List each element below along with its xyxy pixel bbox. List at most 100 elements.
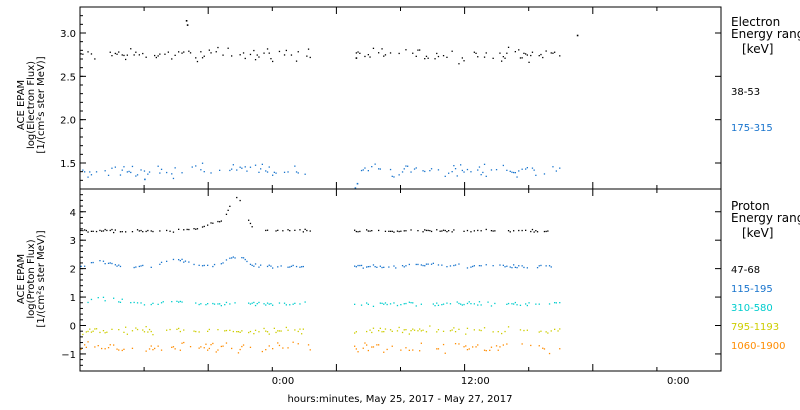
electron-point (451, 171, 453, 173)
electron-point (272, 60, 274, 63)
proton-point (207, 330, 209, 332)
electron-point (128, 170, 130, 173)
proton-point (217, 329, 219, 331)
proton-point (285, 304, 287, 306)
proton-point (244, 258, 246, 261)
proton-point (384, 302, 387, 304)
electron-point (268, 52, 270, 54)
proton-point (468, 348, 470, 350)
proton-point (136, 302, 139, 304)
electron-point (196, 60, 199, 63)
proton-point (489, 349, 491, 351)
proton-point (540, 330, 542, 332)
electron-point (490, 169, 493, 171)
proton-point (355, 331, 357, 333)
electron-point (528, 61, 530, 63)
proton-point (205, 343, 207, 345)
proton-point (371, 346, 373, 348)
proton-point (499, 346, 501, 348)
electron-point (526, 54, 528, 56)
electron-point (188, 50, 190, 52)
proton-point (84, 344, 86, 346)
proton-legend-entry: 115-195 (731, 284, 773, 295)
electron-point (403, 168, 405, 170)
proton-point (236, 331, 238, 333)
electron-point (405, 165, 407, 167)
proton-point (367, 303, 369, 305)
electron-point (126, 54, 128, 56)
proton-series-115-195 (80, 256, 552, 269)
electron-point (425, 55, 428, 57)
proton-point (183, 329, 185, 331)
electron-point (559, 167, 561, 169)
electron-point (109, 51, 111, 53)
proton-point (494, 302, 496, 305)
proton-point (241, 345, 243, 348)
proton-point (538, 331, 540, 333)
proton-point (531, 228, 534, 231)
electron-point (295, 60, 298, 62)
proton-point (456, 301, 458, 303)
proton-point (446, 266, 448, 268)
electron-point (463, 60, 465, 62)
proton-point (410, 229, 412, 231)
proton-ylabel-line-3: [1/(cm²s ster MeV)] (36, 230, 47, 327)
proton-point (461, 304, 463, 306)
proton-point (470, 266, 472, 268)
electron-point (461, 57, 463, 59)
electron-point (454, 168, 457, 170)
proton-point (142, 329, 144, 331)
proton-point (118, 264, 120, 266)
proton-point (444, 229, 446, 232)
proton-point (454, 343, 457, 345)
proton-point (207, 349, 209, 351)
proton-point (362, 347, 364, 349)
proton-point (437, 304, 440, 306)
proton-point (289, 230, 291, 232)
proton-point (542, 347, 544, 349)
proton-point (166, 329, 168, 331)
proton-point (290, 265, 293, 267)
proton-point (265, 330, 267, 332)
electron-point (458, 63, 460, 65)
proton-point (420, 342, 422, 344)
proton-point (393, 265, 395, 267)
electron-point (429, 170, 431, 172)
proton-point (485, 264, 487, 266)
proton-point (121, 349, 123, 352)
electron-point (518, 49, 520, 51)
proton-point (366, 302, 368, 304)
proton-point (453, 327, 455, 329)
electron-point (181, 172, 183, 174)
electron-point (263, 52, 265, 54)
proton-point (405, 347, 407, 349)
proton-point (465, 333, 467, 335)
electron-point (405, 49, 407, 51)
proton-ylabel-line-2: log(Proton Flux) (26, 239, 37, 318)
proton-point (437, 329, 440, 331)
electron-point (260, 168, 262, 170)
proton-point (140, 265, 142, 267)
proton-point (449, 303, 452, 305)
proton-legend-entry: 47-68 (731, 265, 760, 276)
proton-point (442, 330, 445, 332)
proton-point (219, 221, 221, 223)
proton-point (389, 230, 392, 232)
proton-point (171, 301, 173, 303)
proton-point (210, 222, 212, 224)
proton-point (374, 266, 376, 268)
proton-point (432, 303, 434, 305)
electron-point (430, 168, 433, 170)
proton-point (393, 302, 395, 304)
proton-point (297, 330, 299, 333)
electron-point (94, 58, 96, 60)
proton-point (458, 263, 460, 265)
proton-point (513, 230, 515, 232)
proton-panel: −1 0 1 2 3 4 (61, 189, 722, 372)
proton-point (121, 298, 123, 300)
electron-series-175-315 (82, 162, 561, 189)
proton-point (391, 345, 393, 347)
proton-point (412, 302, 414, 304)
proton-point (403, 303, 405, 305)
x-axis-label: hours:minutes, May 25, 2017 - May 27, 20… (287, 394, 512, 405)
